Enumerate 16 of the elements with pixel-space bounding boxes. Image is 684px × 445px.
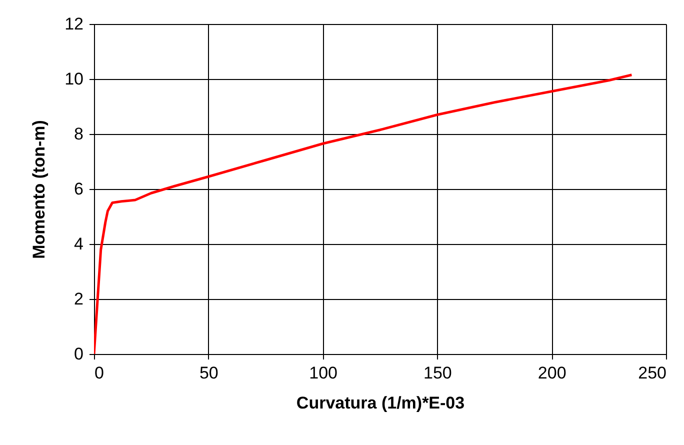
y-tick-label: 4	[74, 234, 84, 254]
x-tick-label: 250	[638, 364, 666, 382]
y-tick-label: 2	[74, 290, 84, 308]
x-axis-title: Curvatura (1/m)*E-03	[296, 394, 465, 412]
y-tick-label: 10	[64, 70, 84, 88]
x-tick-label: 0	[94, 364, 104, 382]
x-tick-label: 50	[199, 364, 218, 382]
y-tick-label: 12	[64, 14, 84, 34]
y-tick-label: 0	[74, 344, 84, 364]
y-tick-label: 6	[74, 180, 84, 198]
y-tick-label: 8	[74, 124, 84, 144]
y-axis-title: Momento (ton-m)	[30, 120, 49, 259]
x-tick-label: 200	[538, 364, 566, 382]
x-tick-label: 100	[309, 364, 338, 382]
x-tick-label: 150	[424, 364, 452, 382]
line-series	[94, 74, 633, 354]
